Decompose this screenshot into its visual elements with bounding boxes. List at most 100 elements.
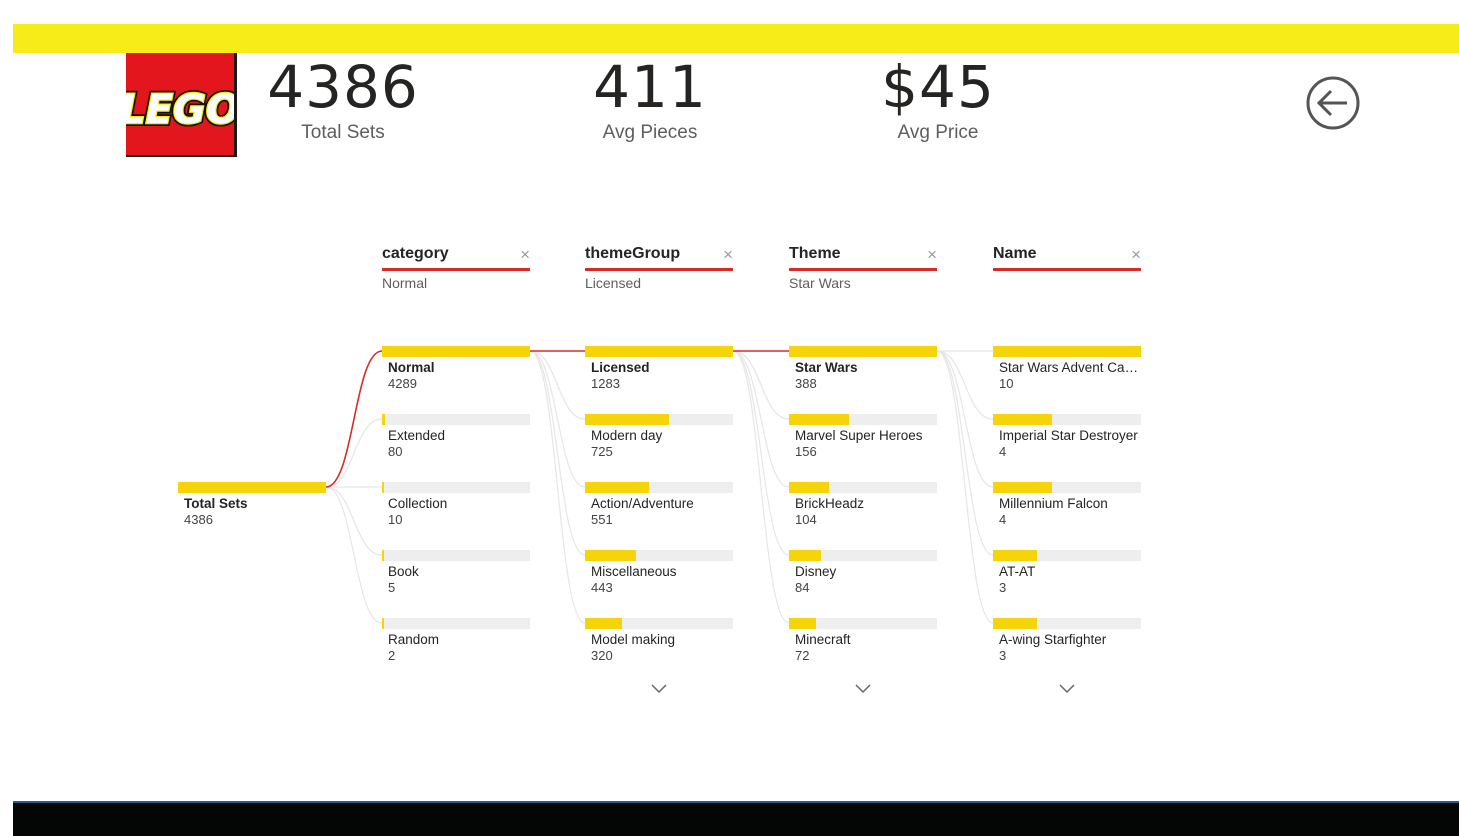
node-bar — [789, 550, 937, 561]
node-bar — [382, 618, 530, 629]
tree-link — [325, 486, 383, 624]
node-label: Random — [388, 632, 440, 647]
node-bar — [993, 346, 1141, 357]
level-header-title: category — [382, 245, 449, 262]
node-bar-fill — [789, 618, 817, 629]
node-bar — [789, 482, 937, 493]
node-bar — [993, 414, 1141, 425]
chevron-down-icon[interactable] — [649, 682, 669, 696]
node-count: 3 — [999, 580, 1007, 595]
node-bar-fill — [993, 482, 1053, 493]
tree-link — [732, 350, 790, 624]
tree-link — [325, 418, 383, 488]
level-header-title: Name — [993, 245, 1037, 262]
tree-link — [732, 350, 790, 488]
node-bar-fill — [789, 482, 829, 493]
level-header-underline — [789, 268, 937, 271]
node-label: Minecraft — [795, 632, 851, 647]
kpi-value: 4386 — [267, 53, 419, 121]
node-bar — [585, 346, 733, 357]
node-label: Star Wars Advent Cale... — [999, 360, 1141, 375]
node-bar-fill — [178, 482, 326, 493]
level-header-themegroup: themeGroup × Licensed — [585, 244, 733, 291]
node-bar — [382, 550, 530, 561]
node-count: 725 — [591, 444, 613, 459]
close-icon[interactable]: × — [927, 245, 937, 264]
tree-link — [936, 350, 994, 420]
node-count: 156 — [795, 444, 817, 459]
level-header-name: Name × — [993, 244, 1141, 271]
node-bar — [585, 618, 733, 629]
node-bar — [789, 414, 937, 425]
top-accent-bar — [13, 24, 1459, 53]
node-bar-fill — [789, 346, 937, 357]
node-label: Modern day — [591, 428, 663, 443]
node-count: 320 — [591, 648, 613, 663]
tree-link — [529, 350, 586, 488]
close-icon[interactable]: × — [723, 245, 733, 264]
node-bar-fill — [993, 414, 1053, 425]
node-label: Marvel Super Heroes — [795, 428, 923, 443]
lego-logo: LEGO LEGO — [126, 53, 237, 157]
tree-link — [936, 350, 994, 488]
node-count: 84 — [795, 580, 810, 595]
node-bar — [585, 550, 733, 561]
tree-link — [732, 350, 790, 420]
node-bar — [178, 482, 326, 493]
node-label: Millennium Falcon — [999, 496, 1108, 511]
node-label: Total Sets — [184, 496, 248, 511]
node-count: 4 — [999, 444, 1007, 459]
node-label: Licensed — [591, 360, 650, 375]
tree-link — [529, 350, 586, 624]
node-bar-fill — [585, 482, 649, 493]
level-header-theme: Theme × Star Wars — [789, 244, 937, 291]
node-label: Star Wars — [795, 360, 858, 375]
node-bar-fill — [993, 346, 1141, 357]
node-label: Book — [388, 564, 419, 579]
node-bar-fill — [585, 618, 622, 629]
tree-link — [936, 350, 994, 556]
node-label: BrickHeadz — [795, 496, 865, 511]
level-selection: Star Wars — [789, 275, 851, 291]
level-header-category: category × Normal — [382, 244, 530, 291]
node-bar — [993, 482, 1141, 493]
node-label: Model making — [591, 632, 676, 647]
node-label: Collection — [388, 496, 448, 511]
node-count: 443 — [591, 580, 613, 595]
node-bar-fill — [382, 346, 530, 357]
node-bar-fill — [382, 618, 385, 629]
node-count: 1283 — [591, 376, 620, 391]
node-label: Normal — [388, 360, 435, 375]
node-bar — [993, 550, 1141, 561]
node-bar — [585, 414, 733, 425]
node-count: 2 — [388, 648, 396, 663]
kpi-label: Avg Pieces — [602, 122, 698, 143]
node-bar — [789, 346, 937, 357]
chevron-down-icon[interactable] — [1057, 682, 1077, 696]
node-count: 4386 — [184, 512, 213, 527]
kpi-total-sets: 4386 Total Sets — [233, 55, 453, 145]
node-label: Extended — [388, 428, 446, 443]
close-icon[interactable]: × — [1131, 245, 1141, 264]
back-button[interactable] — [1305, 75, 1361, 131]
level-header-underline — [585, 268, 733, 271]
node-label: Miscellaneous — [591, 564, 677, 579]
node-bar-fill — [993, 550, 1038, 561]
kpi-value: 411 — [593, 53, 707, 121]
node-label: Disney — [795, 564, 837, 579]
node-bar — [382, 482, 530, 493]
node-bar — [789, 618, 937, 629]
chevron-down-icon[interactable] — [853, 682, 873, 696]
node-bar-fill — [585, 346, 733, 357]
level-selection: Normal — [382, 275, 428, 291]
tree-link — [732, 350, 790, 556]
level-header-title: Theme — [789, 245, 841, 262]
tree-link — [529, 350, 586, 556]
node-bar-fill — [382, 482, 385, 493]
node-label: Imperial Star Destroyer — [999, 428, 1138, 443]
kpi-label: Total Sets — [301, 122, 385, 143]
node-label: Action/Adventure — [591, 496, 694, 511]
close-icon[interactable]: × — [520, 245, 530, 264]
back-arrow-icon — [1306, 76, 1360, 130]
